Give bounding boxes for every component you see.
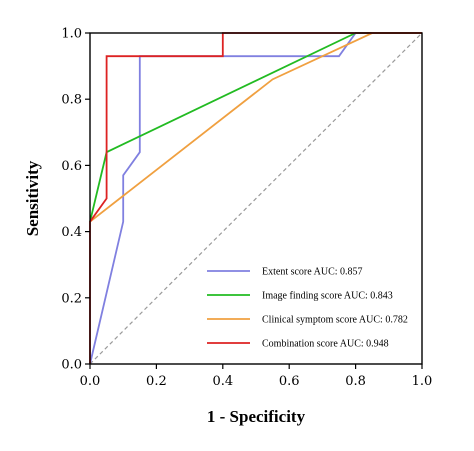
x-tick-label: 0.4 [212, 374, 233, 389]
y-tick-label: 0.4 [61, 225, 82, 240]
legend-label-3: Clinical symptom score AUC: 0.782 [262, 315, 408, 326]
ticks-layer: 0.0 0.2 0.4 0.6 0.8 1.0 0.0 0.2 0.4 0.6 0.8 1.0 [61, 27, 432, 390]
y-tick-label: 0.8 [61, 93, 82, 108]
legend-label-1: Extent score AUC: 0.857 [262, 267, 363, 278]
legend-label-2: Image finding score AUC: 0.843 [262, 291, 393, 302]
series-line-1 [89, 32, 422, 365]
x-tick-label: 0.6 [279, 374, 300, 389]
x-tick-label: 0.0 [80, 374, 101, 389]
y-axis-title: Sensitivity [23, 160, 42, 236]
x-axis-title: 1 - Specificity [207, 407, 306, 426]
legend-label-4: Combination score AUC: 0.948 [262, 339, 389, 350]
axes-layer [89, 32, 423, 365]
x-tick-label: 0.8 [345, 374, 366, 389]
y-tick-label: 1.0 [61, 27, 82, 42]
y-tick-label: 0.2 [61, 291, 82, 306]
x-tick-label: 0.2 [146, 374, 167, 389]
x-tick-label: 1.0 [412, 374, 433, 389]
legend: Extent score AUC: 0.857 Image finding sco… [207, 267, 408, 350]
reference-line-layer [89, 32, 423, 365]
axes-frame [89, 32, 423, 365]
reference-diagonal [89, 32, 423, 365]
y-tick-label: 0.0 [61, 358, 82, 373]
y-tick-label: 0.6 [61, 159, 82, 174]
